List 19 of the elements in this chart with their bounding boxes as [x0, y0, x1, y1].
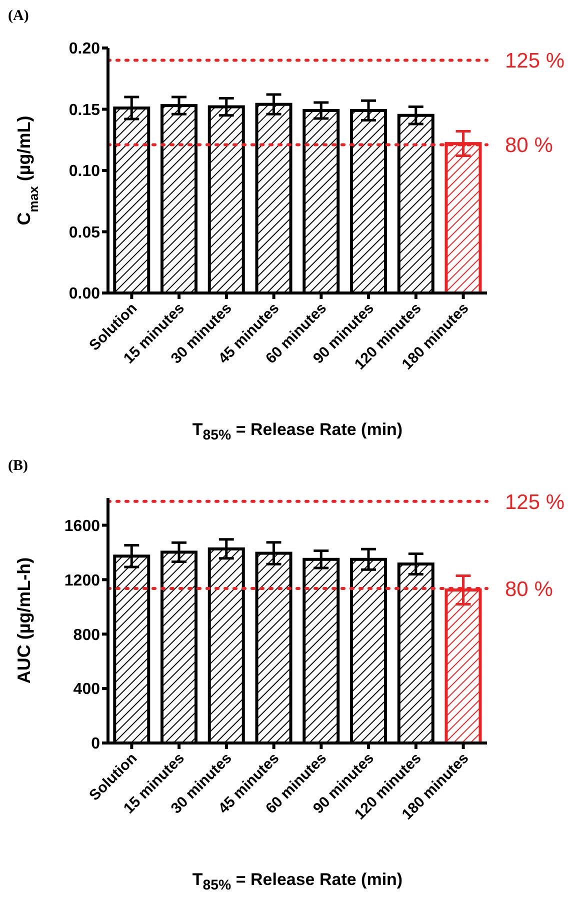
- chart-title: (A): [8, 8, 29, 25]
- chart-title: (B): [8, 458, 28, 475]
- y-tick-label: 1600: [64, 518, 100, 535]
- y-tick-label: 400: [73, 681, 100, 698]
- text: 125 %: [505, 490, 565, 514]
- y-tick-label: 0.15: [68, 102, 100, 119]
- text: 80 %: [505, 578, 553, 601]
- text: 125 %: [505, 50, 565, 73]
- y-tick-label: 800: [73, 626, 100, 644]
- y-tick-label: 0.05: [68, 224, 100, 242]
- y-tick-label: 0.20: [68, 40, 100, 58]
- y-tick-label: 0: [91, 736, 100, 753]
- y-tick-label: 1200: [64, 572, 100, 590]
- x-axis-title: T$_{85%}$ = Release Rate (min): [191, 420, 404, 444]
- y-tick-label: 0.10: [68, 163, 100, 180]
- y-axis-title: AUC (µg/mL-h): [14, 557, 34, 684]
- x-axis-title: T$_{85%}$ = Release Rate (min): [191, 870, 404, 894]
- text: 80 %: [505, 134, 553, 158]
- y-tick-label: 0.00: [68, 286, 100, 303]
